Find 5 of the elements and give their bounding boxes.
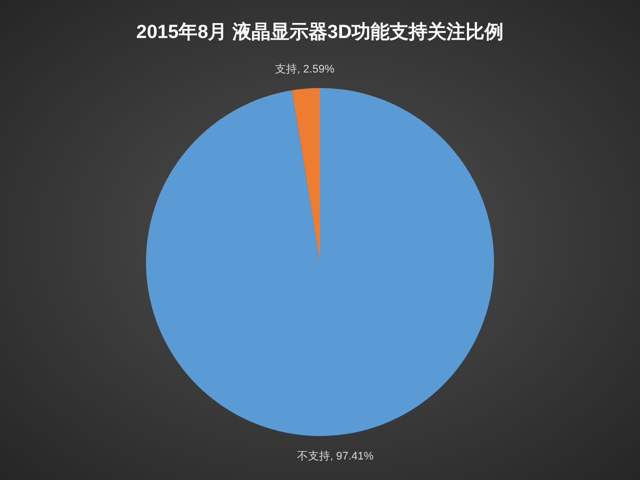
data-label: , 2.59% xyxy=(297,64,335,76)
slice-label: 支持 xyxy=(275,62,298,76)
slice-label: 不支持 xyxy=(297,449,330,462)
data-label: , 97.41% xyxy=(330,450,374,462)
chart-title: 2015年8月 液晶显示器3D功能支持关注比例 xyxy=(136,21,504,43)
